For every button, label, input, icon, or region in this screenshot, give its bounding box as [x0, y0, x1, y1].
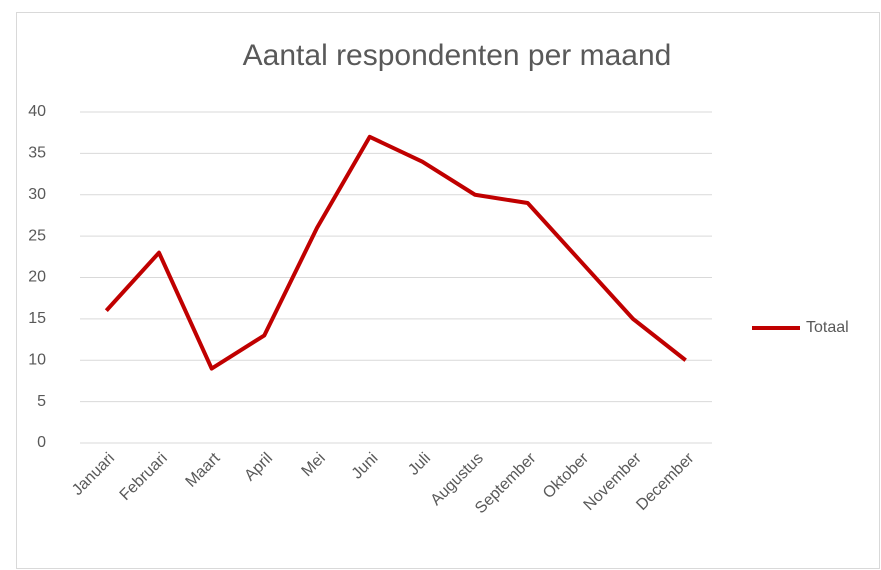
y-tick-label: 15 [28, 310, 46, 327]
chart-title: Aantal respondenten per maand [243, 39, 672, 72]
y-tick-label: 5 [37, 393, 46, 410]
y-tick-label: 20 [28, 269, 46, 286]
line [104, 134, 687, 371]
y-tick-label: 30 [28, 186, 46, 203]
y-tick-label: 10 [28, 351, 46, 368]
y-tick-label: 35 [28, 145, 46, 162]
legend-label: Totaal [806, 319, 849, 336]
y-tick-label: 25 [28, 227, 46, 244]
chart-border [16, 12, 880, 569]
y-tick-label: 0 [37, 434, 46, 451]
y-tick-label: 40 [28, 103, 46, 120]
